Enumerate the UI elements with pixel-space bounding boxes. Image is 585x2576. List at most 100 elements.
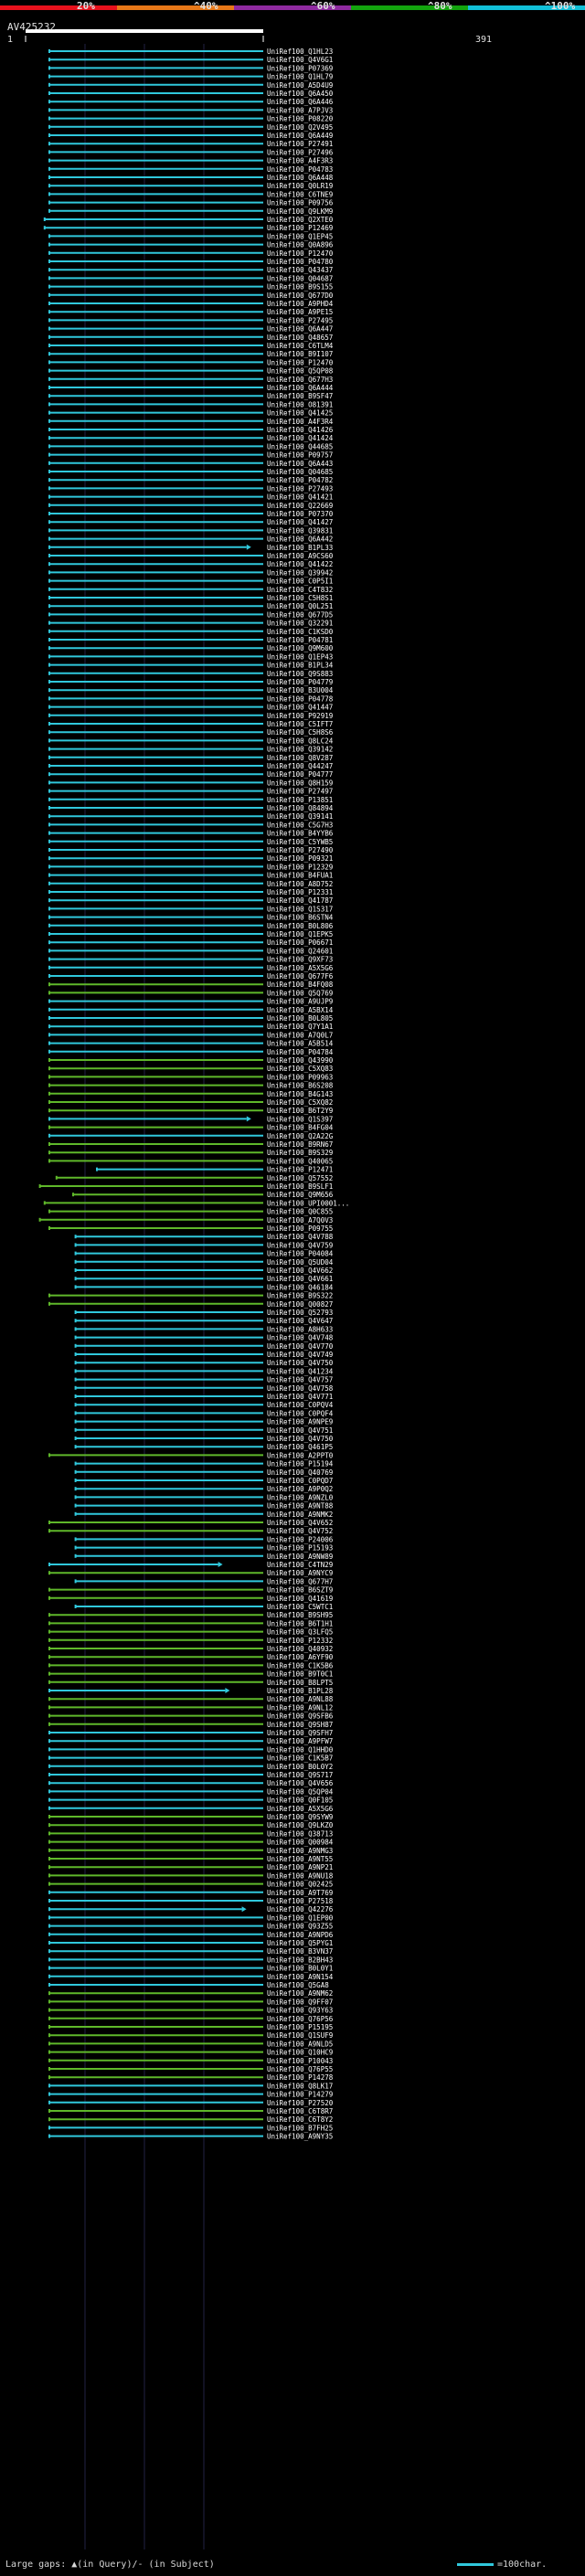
hit-label: UniRef100_Q0F105 xyxy=(267,1797,333,1805)
hit-start-marker xyxy=(48,1705,50,1710)
hit-label: UniRef100_Q8LC24 xyxy=(267,737,334,745)
hit-label: UniRef100_Q4V751 xyxy=(267,1426,333,1435)
hit-label: UniRef100_Q52793 xyxy=(267,1309,333,1317)
hit-label: UniRef100_A8D752 xyxy=(267,880,333,888)
hit-label: UniRef100_C0P5I1 xyxy=(267,578,333,586)
hit-label: UniRef100_Q41425 xyxy=(267,409,333,418)
hit-label: UniRef100_C4T832 xyxy=(267,586,333,594)
hit-start-marker xyxy=(48,74,50,79)
hit-label: UniRef100_Q677D5 xyxy=(267,610,333,619)
hit-label: UniRef100_Q39942 xyxy=(267,568,333,577)
hit-label: UniRef100_P27495 xyxy=(267,316,333,324)
hit-label: UniRef100_Q4V758 xyxy=(267,1384,334,1393)
hit-label: UniRef100_Q39141 xyxy=(267,812,333,821)
hit-label: UniRef100_P07370 xyxy=(267,510,334,518)
hit-start-marker xyxy=(48,1839,50,1844)
hit-start-marker xyxy=(48,654,50,659)
hit-label: UniRef100_A7PJV3 xyxy=(267,106,333,114)
identity-segment-5 xyxy=(468,5,585,10)
hit-start-marker xyxy=(48,705,50,709)
hit-label: UniRef100_B4FG04 xyxy=(267,1124,334,1132)
hit-label: UniRef100_C1K5B7 xyxy=(267,1754,333,1763)
hit-start-marker xyxy=(48,822,50,827)
hit-label: UniRef100_A7Q0L7 xyxy=(267,1031,333,1039)
hit-start-marker xyxy=(48,352,50,356)
hit-start-marker xyxy=(48,1991,50,1996)
hit-start-marker xyxy=(48,1713,50,1718)
hit-label: UniRef100_Q41422 xyxy=(267,560,333,568)
hit-start-marker xyxy=(48,1529,50,1533)
hit-label: UniRef100_Q9SFB6 xyxy=(267,1712,334,1721)
hit-label: UniRef100_Q4V788 xyxy=(267,1233,334,1241)
hit-start-marker xyxy=(48,200,50,205)
hit-start-marker xyxy=(48,545,50,549)
hit-start-marker xyxy=(48,1041,50,1045)
hit-label: UniRef100_A9N154 xyxy=(267,1973,334,1981)
hit-label: UniRef100_Q1EP45 xyxy=(267,232,333,240)
hit-start-marker xyxy=(74,1285,77,1289)
hit-start-marker xyxy=(38,1217,41,1222)
hit-label: UniRef100_P15193 xyxy=(267,1544,333,1553)
hit-arrow-icon xyxy=(241,1906,247,1913)
hit-start-marker xyxy=(48,478,50,482)
hit-label: UniRef100_A9NMG3 xyxy=(267,1847,333,1855)
hit-start-marker xyxy=(74,1243,77,1247)
hit-start-marker xyxy=(48,82,50,87)
hit-start-marker xyxy=(48,334,50,339)
hit-start-marker xyxy=(48,302,50,305)
query-start: 1 xyxy=(7,35,14,45)
hit-label: UniRef100_P12470 xyxy=(267,358,334,366)
hit-label: UniRef100_C5H8S1 xyxy=(267,594,333,602)
hit-label: UniRef100_O81391 xyxy=(267,400,333,408)
hit-start-marker xyxy=(48,100,50,104)
hit-label: UniRef100_Q39142 xyxy=(267,746,333,754)
hit-label: UniRef100_Q461P5 xyxy=(267,1443,333,1451)
hit-label: UniRef100_Q9FF07 xyxy=(267,1998,333,2006)
hit-label: UniRef100_Q1EPK5 xyxy=(267,930,333,938)
hit-start-marker xyxy=(48,234,50,239)
hit-label: UniRef100_Q43990 xyxy=(267,1056,334,1065)
hit-label: UniRef100_Q4V656 xyxy=(267,1779,334,1787)
hit-label: UniRef100_Q6A442 xyxy=(267,535,333,544)
hit-label: UniRef100_Q93Y63 xyxy=(267,2007,333,2015)
hit-label: UniRef100_A5BX14 xyxy=(267,1006,334,1014)
hit-label: UniRef100_B9I107 xyxy=(267,350,333,358)
hit-label: UniRef100_P12329 xyxy=(267,863,333,871)
hit-start-marker xyxy=(48,284,50,289)
hit-label: UniRef100_Q1HL23 xyxy=(267,48,333,56)
hit-start-marker xyxy=(48,2016,50,2020)
hit-label: UniRef100_P27496 xyxy=(267,148,334,156)
hit-start-marker xyxy=(48,2117,50,2122)
hit-start-marker xyxy=(48,638,50,641)
hit-start-marker xyxy=(48,1049,50,1054)
hit-start-marker xyxy=(48,1941,50,1945)
query-bar xyxy=(26,29,263,33)
hit-start-marker xyxy=(48,402,50,407)
hit-start-marker xyxy=(48,2050,50,2054)
hit-label: UniRef100_B0L0Y2 xyxy=(267,1763,333,1771)
hit-start-marker xyxy=(48,1016,50,1020)
hit-label: UniRef100_B1PL34 xyxy=(267,662,334,670)
hit-start-marker xyxy=(48,2008,50,2012)
hit-start-marker xyxy=(48,1595,50,1600)
identity-tick-label: ^100% xyxy=(545,0,576,12)
hit-start-marker xyxy=(74,1411,77,1415)
hit-start-marker xyxy=(74,1352,77,1356)
hit-label: UniRef100_Q1S397 xyxy=(267,1115,333,1123)
hit-start-marker xyxy=(74,1327,77,1331)
hit-start-marker xyxy=(48,512,50,515)
identity-tick-label: ^40% xyxy=(194,0,218,12)
hit-label: UniRef100_P04780 xyxy=(267,258,334,266)
hit-label: UniRef100_Q2XTE0 xyxy=(267,216,334,224)
hit-start-marker xyxy=(38,1184,41,1188)
hit-start-marker xyxy=(48,722,50,726)
hit-start-marker xyxy=(48,1091,50,1096)
hit-label: UniRef100_P12470 xyxy=(267,249,334,258)
hit-start-marker xyxy=(48,755,50,759)
hit-label: UniRef100_Q4V662 xyxy=(267,1267,333,1275)
hit-label: UniRef100_Q40769 xyxy=(267,1468,333,1477)
hit-start-marker xyxy=(48,419,50,423)
hit-label: UniRef100_B9SLF1 xyxy=(267,1182,333,1191)
hit-label: UniRef100_Q6A446 xyxy=(267,98,334,106)
hit-start-marker xyxy=(48,982,50,987)
